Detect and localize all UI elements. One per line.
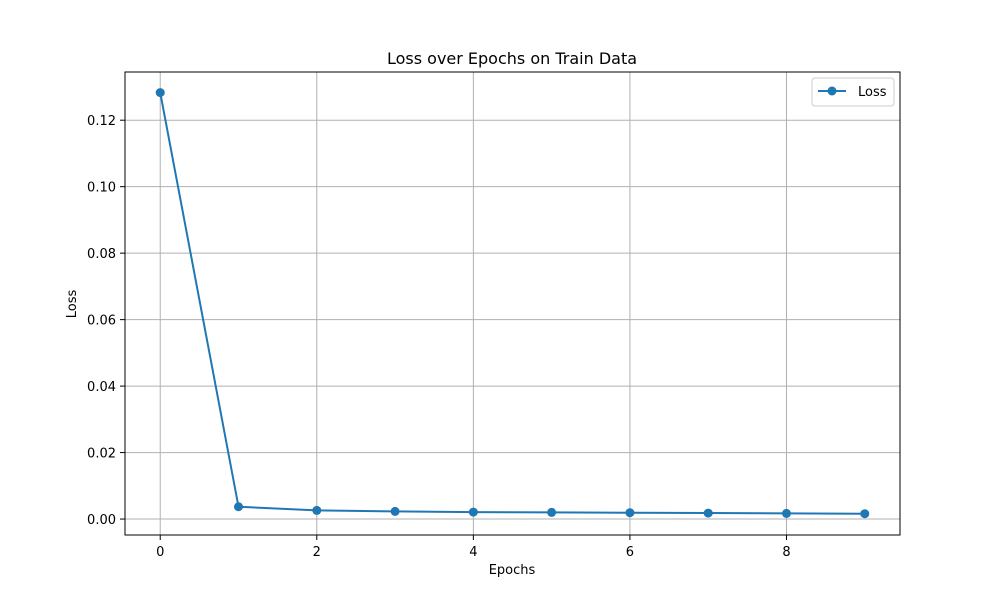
data-point <box>625 508 635 518</box>
y-tick-label: 0.06 <box>87 314 116 329</box>
legend: Loss <box>811 77 895 107</box>
x-axis-ticks: 0 2 4 6 8 <box>156 535 791 560</box>
plot-area <box>124 71 901 536</box>
legend-label: Loss <box>858 85 887 100</box>
data-point <box>390 506 400 516</box>
plot-background <box>125 72 900 535</box>
data-point <box>703 508 713 518</box>
y-tick-label: 0.12 <box>87 114 116 129</box>
data-point <box>860 509 870 519</box>
x-tick-label: 2 <box>313 545 321 560</box>
data-point <box>234 502 244 512</box>
x-tick-label: 0 <box>156 545 164 560</box>
series-line-loss <box>159 92 865 515</box>
y-tick-label: 0.10 <box>87 181 116 196</box>
y-tick-label: 0.08 <box>87 247 116 262</box>
y-tick-label: 0.02 <box>87 447 116 462</box>
y-tick-label: 0.04 <box>87 380 116 395</box>
legend-box <box>811 77 895 107</box>
legend-marker <box>827 86 837 96</box>
series-layer <box>155 88 870 519</box>
x-tick-label: 4 <box>469 545 477 560</box>
x-axis-title: Epochs <box>489 563 536 578</box>
y-axis-title: Loss <box>65 290 80 319</box>
chart-title: Loss over Epochs on Train Data <box>387 49 637 68</box>
y-tick-label: 0.00 <box>87 513 116 528</box>
data-point <box>468 507 478 517</box>
data-point <box>547 507 557 517</box>
axes-frame <box>124 71 901 536</box>
x-tick-label: 8 <box>782 545 790 560</box>
data-point <box>781 508 791 518</box>
y-axis-ticks: 0.00 0.02 0.04 0.06 0.08 0.10 0.12 <box>87 114 125 528</box>
x-tick-label: 6 <box>626 545 634 560</box>
data-point <box>155 88 165 98</box>
data-point <box>312 505 322 515</box>
grid-lines <box>125 72 900 535</box>
